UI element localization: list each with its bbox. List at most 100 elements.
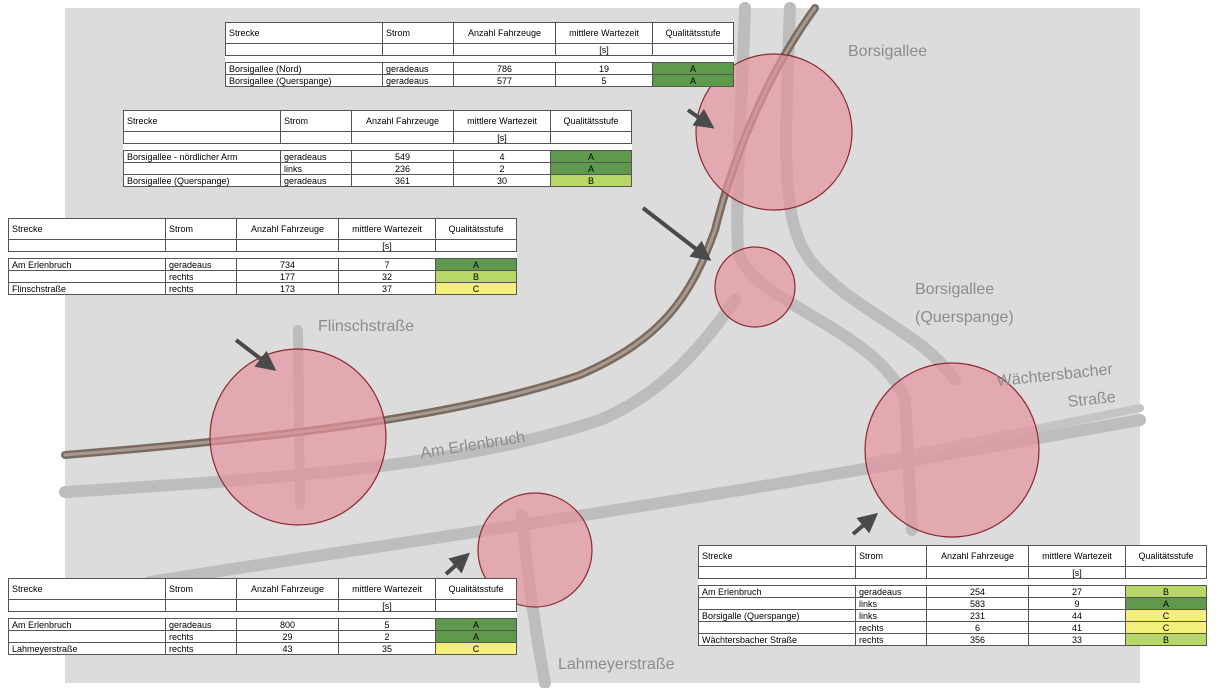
header-cell: Anzahl Fahrzeuge <box>236 578 339 600</box>
data-cell: C <box>435 642 517 655</box>
header-cell: mittlere Wartezeit <box>453 110 551 132</box>
data-cell: links <box>855 609 927 622</box>
data-cell: geradeaus <box>382 62 454 75</box>
data-cell: B <box>1125 633 1207 646</box>
data-cell: 27 <box>1028 585 1126 598</box>
data-cell: 177 <box>236 270 339 283</box>
unit-cell <box>1125 566 1207 579</box>
data-cell: 2 <box>453 162 551 175</box>
unit-cell: [s] <box>338 239 436 252</box>
unit-cell <box>382 43 454 56</box>
data-cell: 236 <box>351 162 454 175</box>
spacer-cell <box>453 55 556 63</box>
spacer-row <box>8 251 517 259</box>
spacer-row <box>8 611 517 619</box>
data-cell: B <box>550 174 632 187</box>
header-cell: mittlere Wartezeit <box>1028 545 1126 567</box>
data-row: rechts 6 41 C <box>698 621 1207 634</box>
data-cell: 43 <box>236 642 339 655</box>
unit-cell <box>8 239 166 252</box>
spacer-cell <box>225 55 383 63</box>
data-cell: Flinschstraße <box>8 282 166 295</box>
data-cell: Borsigallee (Querspange) <box>225 74 383 87</box>
header-cell: Strecke <box>225 22 383 44</box>
header-row: Strecke Strom Anzahl Fahrzeuge mittlere War… <box>8 218 517 240</box>
header-cell: Anzahl Fahrzeuge <box>926 545 1029 567</box>
unit-cell <box>453 43 556 56</box>
data-row: Am Erlenbruch geradeaus 734 7 A <box>8 258 517 271</box>
data-row: Lahmeyerstraße rechts 43 35 C <box>8 642 517 655</box>
spacer-cell <box>550 143 632 151</box>
data-cell <box>698 597 856 610</box>
street-label: Flinschstraße <box>318 318 415 335</box>
header-cell: Qualitätsstufe <box>550 110 632 132</box>
data-cell: 549 <box>351 150 454 163</box>
data-cell: 9 <box>1028 597 1126 610</box>
header-row: Strecke Strom Anzahl Fahrzeuge mittlere War… <box>8 578 517 600</box>
data-row: Wächtersbacher Straße rechts 356 33 B <box>698 633 1207 646</box>
data-cell: C <box>1125 621 1207 634</box>
spacer-cell <box>123 143 281 151</box>
header-cell: Strecke <box>698 545 856 567</box>
spacer-row <box>225 55 734 63</box>
header-cell: Strecke <box>123 110 281 132</box>
data-cell: B <box>1125 585 1207 598</box>
data-cell: geradeaus <box>855 585 927 598</box>
data-cell: Am Erlenbruch <box>698 585 856 598</box>
data-row: Borsigallee (Querspange) geradeaus 577 5 A <box>225 74 734 87</box>
data-cell: Lahmeyerstraße <box>8 642 166 655</box>
data-cell <box>8 630 166 643</box>
unit-row: [s] <box>225 43 734 56</box>
data-cell: 361 <box>351 174 454 187</box>
data-cell: rechts <box>165 270 237 283</box>
unit-cell <box>236 239 339 252</box>
unit-cell: [s] <box>453 131 551 144</box>
data-cell: 41 <box>1028 621 1126 634</box>
header-cell: Strom <box>165 218 237 240</box>
quality-table: Strecke Strom Anzahl Fahrzeuge mittlere War… <box>123 110 632 187</box>
header-cell: Strom <box>165 578 237 600</box>
data-cell: C <box>1125 609 1207 622</box>
spacer-cell <box>236 611 339 619</box>
data-cell: rechts <box>855 621 927 634</box>
header-cell: Anzahl Fahrzeuge <box>351 110 454 132</box>
header-cell: Strecke <box>8 578 166 600</box>
spacer-cell <box>280 143 352 151</box>
data-cell: 577 <box>453 74 556 87</box>
unit-cell <box>435 599 517 612</box>
data-cell: links <box>280 162 352 175</box>
unit-cell <box>435 239 517 252</box>
header-cell: Anzahl Fahrzeuge <box>453 22 556 44</box>
data-row: links 236 2 A <box>123 162 632 175</box>
data-row: Borsigallee - nördlicher Arm geradeaus 549… <box>123 150 632 163</box>
data-cell: rechts <box>165 282 237 295</box>
spacer-cell <box>1028 578 1126 586</box>
data-row: rechts 177 32 B <box>8 270 517 283</box>
data-cell: 231 <box>926 609 1029 622</box>
data-cell: 35 <box>338 642 436 655</box>
unit-cell <box>236 599 339 612</box>
data-cell <box>8 270 166 283</box>
data-cell: 2 <box>338 630 436 643</box>
data-cell: geradeaus <box>382 74 454 87</box>
header-row: Strecke Strom Anzahl Fahrzeuge mittlere War… <box>123 110 632 132</box>
header-row: Strecke Strom Anzahl Fahrzeuge mittlere War… <box>225 22 734 44</box>
data-cell: rechts <box>165 642 237 655</box>
spacer-cell <box>698 578 856 586</box>
header-cell: mittlere Wartezeit <box>338 578 436 600</box>
spacer-row <box>123 143 632 151</box>
spacer-cell <box>382 55 454 63</box>
data-cell: 5 <box>555 74 653 87</box>
unit-row: [s] <box>123 131 632 144</box>
spacer-cell <box>652 55 734 63</box>
data-cell: Wächtersbacher Straße <box>698 633 856 646</box>
unit-cell <box>926 566 1029 579</box>
unit-cell <box>8 599 166 612</box>
data-cell: 583 <box>926 597 1029 610</box>
unit-row: [s] <box>8 599 517 612</box>
data-cell <box>698 621 856 634</box>
data-cell: A <box>435 618 517 631</box>
quality-table: Strecke Strom Anzahl Fahrzeuge mittlere War… <box>698 545 1207 646</box>
header-cell: Qualitätsstufe <box>435 578 517 600</box>
